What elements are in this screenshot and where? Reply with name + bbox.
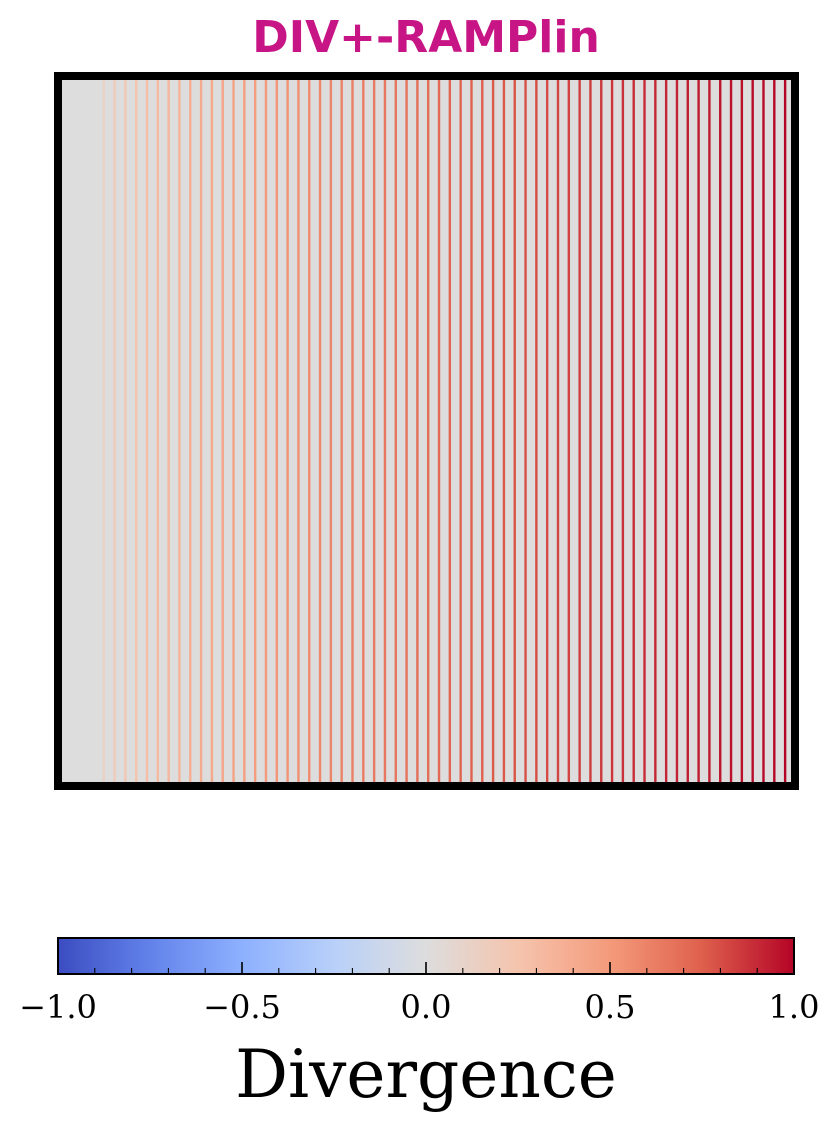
colorbar-label: Divergence (235, 1036, 617, 1113)
colorbar-tick-label: −1.0 (19, 988, 97, 1026)
colorbar-tick-label: 1.0 (769, 988, 820, 1026)
colorbar-tick-label: 0.5 (585, 988, 636, 1026)
main-axes (54, 72, 799, 790)
colorbar-frame (57, 937, 795, 975)
plot-frame (54, 72, 799, 790)
chart-title: DIV+-RAMPlin (252, 12, 600, 63)
colorbar-tick-labels: −1.0 −0.5 0.0 0.5 1.0 (19, 988, 819, 1026)
colorbar: −1.0 −0.5 0.0 0.5 1.0 Divergence (19, 937, 819, 1113)
plot-background (58, 76, 795, 786)
colorbar-tick-label: 0.0 (401, 988, 452, 1026)
colorbar-tick-label: −0.5 (203, 988, 281, 1026)
stripe-group (91, 76, 787, 786)
